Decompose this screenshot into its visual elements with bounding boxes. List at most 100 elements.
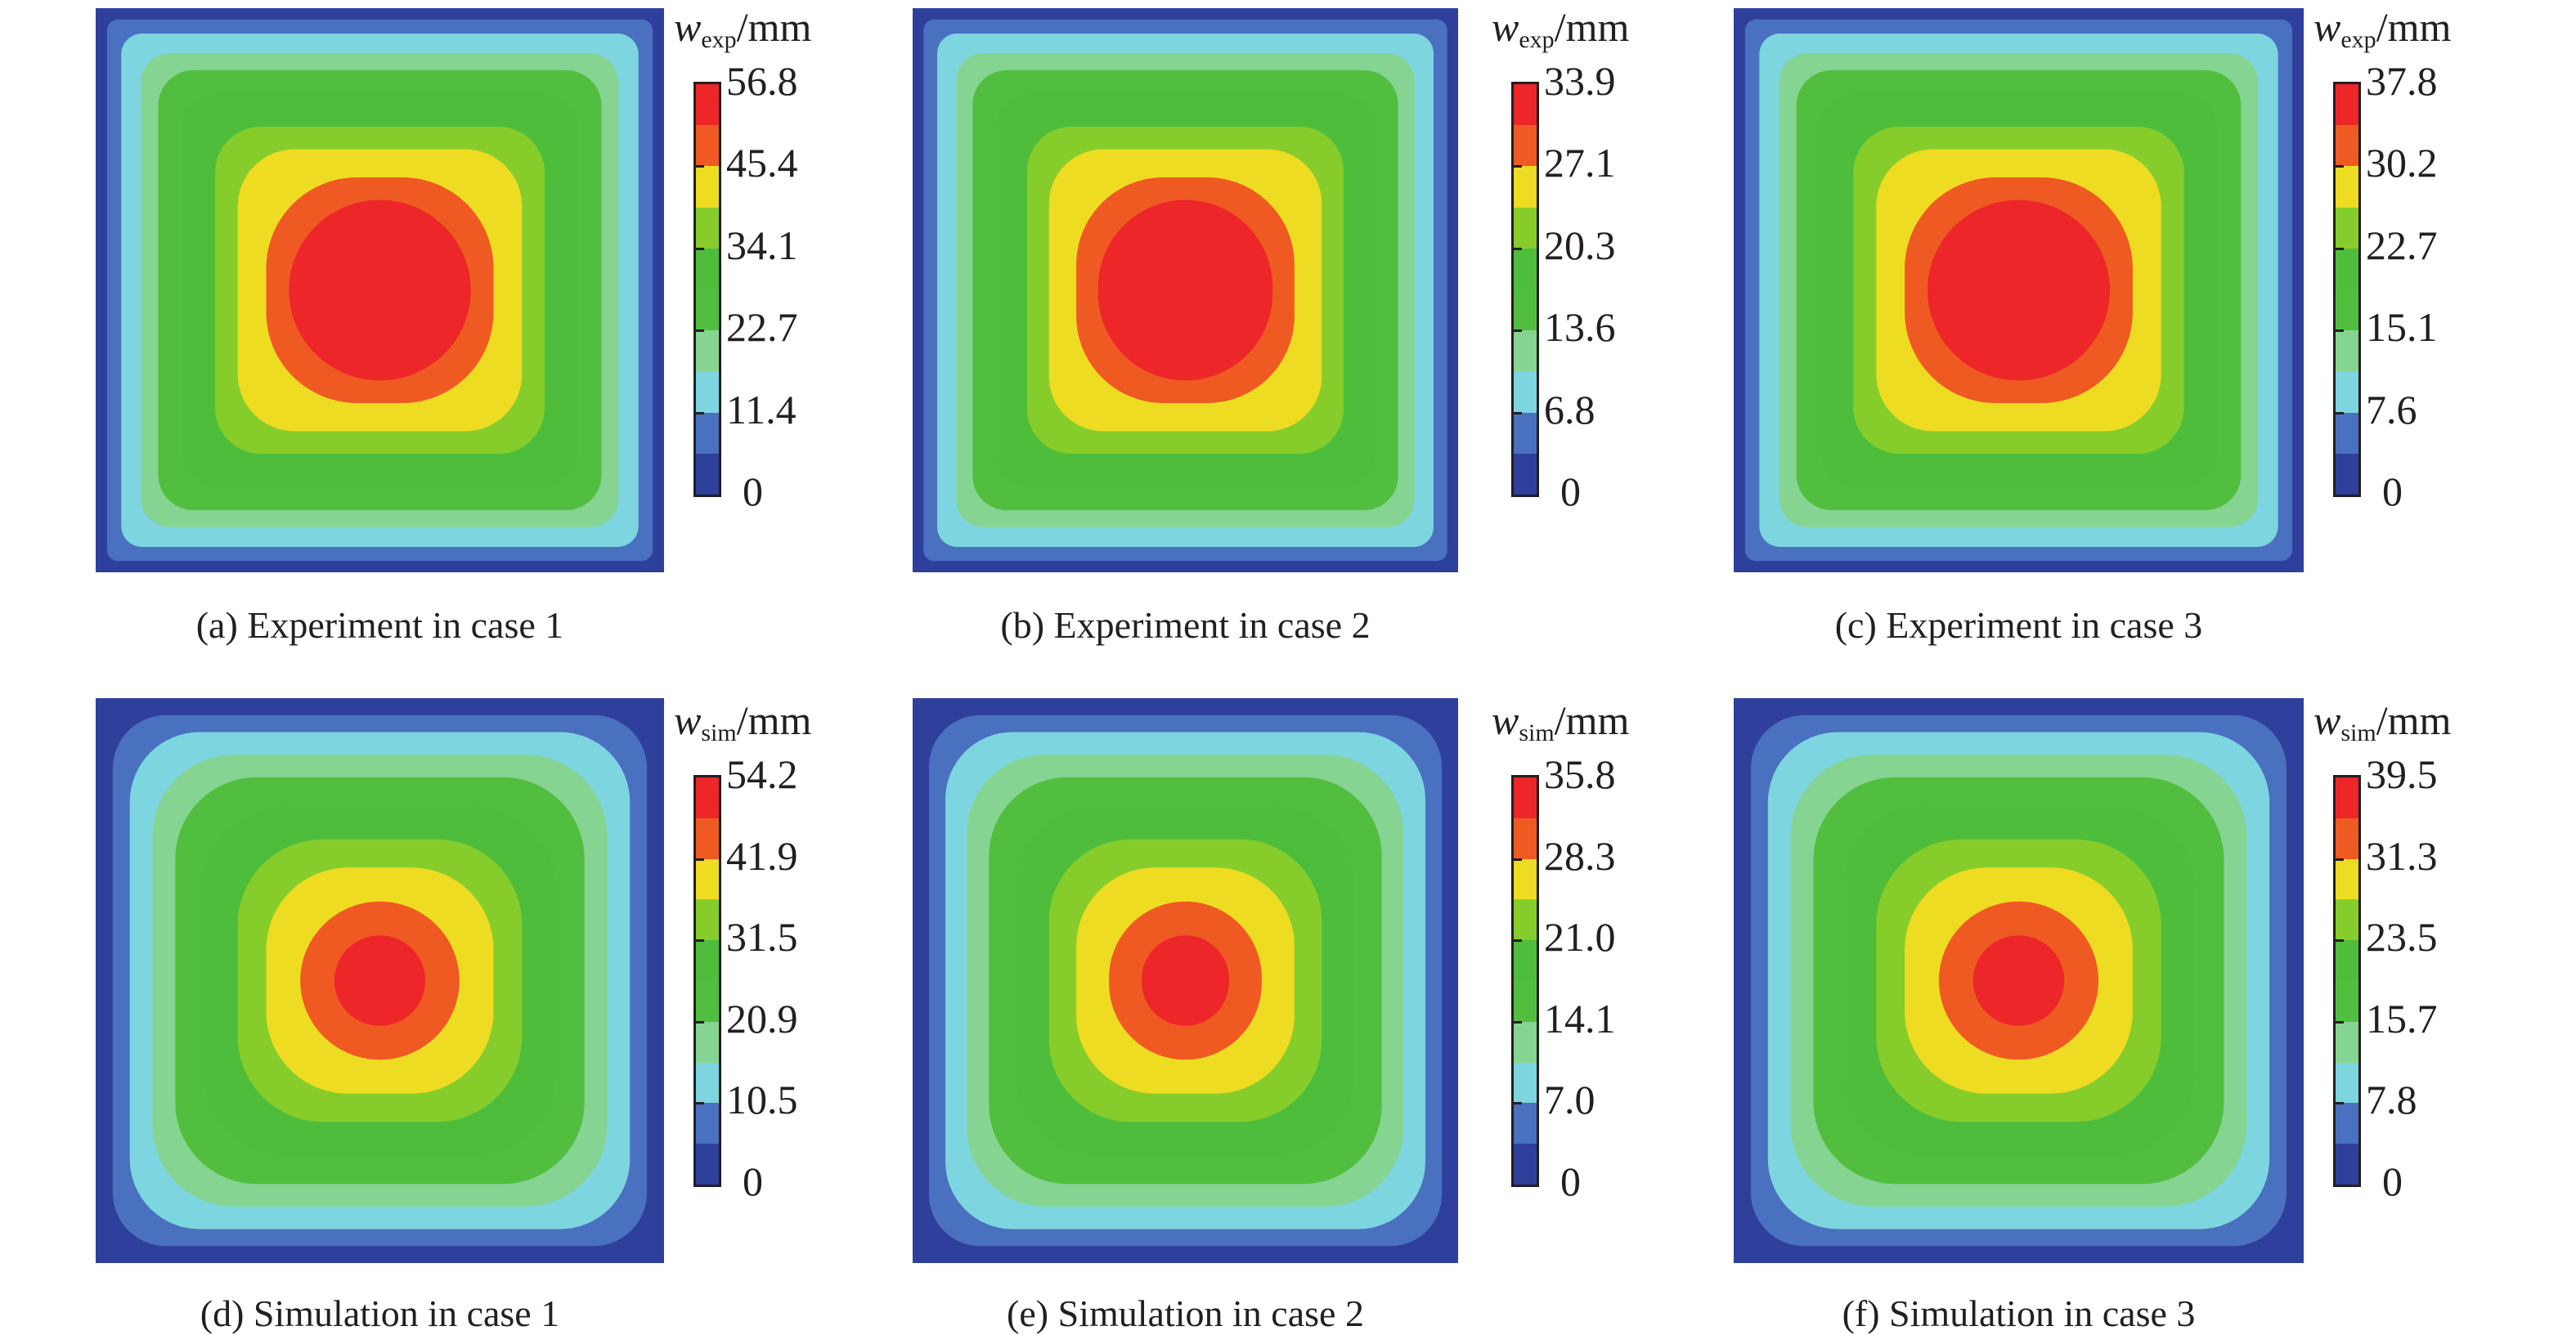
colorbar-tick bbox=[1514, 165, 1522, 168]
colorbar-tick-label: 11.4 bbox=[726, 386, 797, 432]
colorbar-band bbox=[1514, 412, 1537, 454]
colorbar-tick-label: 28.3 bbox=[1544, 832, 1616, 879]
colorbar-band bbox=[696, 980, 719, 1022]
colorbar-tick-label: 54.2 bbox=[726, 751, 798, 797]
colorbar-band bbox=[696, 858, 719, 900]
colorbar-band bbox=[696, 453, 719, 495]
colorbar-band bbox=[696, 207, 719, 249]
colorbar-band bbox=[1514, 777, 1537, 818]
colorbar-tick-label: 0 bbox=[2382, 468, 2403, 514]
colorbar-tick-label: 20.9 bbox=[726, 995, 798, 1042]
colorbar-band bbox=[1514, 289, 1537, 331]
colorbar-e bbox=[1511, 775, 1539, 1187]
colorbar-tick-label: 41.9 bbox=[726, 832, 798, 879]
colorbar-band bbox=[696, 248, 719, 289]
colorbar-band bbox=[2336, 371, 2358, 413]
colorbar-tick bbox=[696, 329, 704, 333]
colorbar-band bbox=[1514, 858, 1537, 900]
colorbar-tick bbox=[1514, 858, 1522, 861]
colorbar-band bbox=[696, 1021, 719, 1063]
colorbar-tick-label: 35.8 bbox=[1544, 751, 1616, 797]
colorbar-band bbox=[1514, 166, 1537, 208]
colorbar-b bbox=[1511, 82, 1539, 497]
colorbar-d bbox=[693, 775, 721, 1187]
colorbar-tick-label: 22.7 bbox=[2366, 222, 2438, 268]
colorbar-band bbox=[696, 84, 719, 126]
contour-band-9 bbox=[1142, 935, 1229, 1026]
colorbar-tick-label: 23.5 bbox=[2366, 914, 2438, 961]
colorbar-band bbox=[1514, 207, 1537, 249]
colorbar-band bbox=[696, 899, 719, 941]
colorbar-band bbox=[2336, 940, 2358, 981]
colorbar-tick-label: 0 bbox=[2382, 1158, 2403, 1204]
subscript: sim bbox=[1519, 719, 1555, 746]
colorbar-band bbox=[696, 371, 719, 413]
unit: /mm bbox=[736, 697, 812, 743]
colorbar-band bbox=[1514, 818, 1537, 859]
colorbar-tick-label: 0 bbox=[1560, 1158, 1581, 1204]
colorbar-band bbox=[1514, 371, 1537, 413]
colorbar-band bbox=[2336, 899, 2358, 941]
colorbar-band bbox=[696, 777, 719, 818]
colorbar-tick-label: 6.8 bbox=[1544, 386, 1595, 432]
colorbar-band bbox=[1514, 940, 1537, 981]
colorbar-tick bbox=[1514, 1102, 1522, 1105]
colorbar-band bbox=[2336, 777, 2358, 818]
colorbar-tick bbox=[1514, 247, 1522, 250]
colorbar-tick bbox=[2336, 939, 2344, 943]
colorbar-title: wexp/mm bbox=[674, 7, 811, 52]
colorbar-band bbox=[696, 940, 719, 981]
colorbar-band bbox=[2336, 248, 2358, 289]
colorbar-band bbox=[2336, 166, 2358, 208]
caption-e: (e) Simulation in case 2 bbox=[1007, 1292, 1364, 1334]
colorbar-band bbox=[2336, 207, 2358, 249]
colorbar-tick bbox=[2336, 1020, 2344, 1024]
colorbar-tick bbox=[696, 165, 704, 168]
colorbar-tick bbox=[1514, 411, 1522, 414]
colorbar-tick-label: 31.3 bbox=[2366, 832, 2438, 879]
colorbar-band bbox=[2336, 125, 2358, 167]
symbol: w bbox=[674, 697, 702, 743]
caption-c: (c) Experiment in case 3 bbox=[1834, 604, 2203, 646]
colorbar-band bbox=[696, 412, 719, 454]
unit: /mm bbox=[1554, 697, 1630, 743]
colorbar-tick-label: 7.8 bbox=[2366, 1077, 2417, 1123]
unit: /mm bbox=[2376, 4, 2452, 50]
unit: /mm bbox=[1554, 4, 1630, 50]
subscript: exp bbox=[2340, 26, 2376, 53]
colorbar-band bbox=[1514, 84, 1537, 126]
contour-band-9 bbox=[289, 199, 471, 381]
colorbar-tick-label: 7.0 bbox=[1544, 1077, 1595, 1123]
colorbar-tick bbox=[696, 247, 704, 250]
colorbar-tick-label: 21.0 bbox=[1544, 914, 1616, 961]
colorbar-title: wexp/mm bbox=[2313, 7, 2451, 52]
colorbar-band bbox=[2336, 1021, 2358, 1063]
contour-map-c bbox=[1734, 8, 2304, 572]
colorbar-band bbox=[2336, 980, 2358, 1022]
colorbar-band bbox=[1514, 1103, 1537, 1145]
colorbar-tick bbox=[1514, 329, 1522, 333]
colorbar-band bbox=[696, 125, 719, 167]
colorbar-band bbox=[696, 818, 719, 859]
colorbar-band bbox=[696, 1062, 719, 1104]
colorbar-tick-label: 14.1 bbox=[1544, 995, 1616, 1042]
colorbar-band bbox=[2336, 330, 2358, 372]
colorbar-tick-label: 15.7 bbox=[2366, 995, 2438, 1042]
colorbar-tick-label: 15.1 bbox=[2366, 304, 2438, 351]
colorbar-band bbox=[2336, 84, 2358, 126]
colorbar-band bbox=[696, 1144, 719, 1185]
colorbar-tick-label: 22.7 bbox=[726, 304, 798, 351]
contour-band-9 bbox=[334, 935, 426, 1026]
colorbar-band bbox=[2336, 1144, 2358, 1185]
colorbar-tick-label: 56.8 bbox=[726, 58, 798, 104]
caption-f: (f) Simulation in case 3 bbox=[1842, 1292, 2196, 1334]
colorbar-tick-label: 45.4 bbox=[726, 140, 798, 186]
colorbar-tick bbox=[696, 1102, 704, 1105]
colorbar-c bbox=[2333, 82, 2361, 497]
colorbar-band bbox=[2336, 289, 2358, 331]
colorbar-band bbox=[1514, 1144, 1537, 1185]
contour-map-b bbox=[913, 8, 1458, 572]
colorbar-tick-label: 13.6 bbox=[1544, 304, 1616, 351]
colorbar-title: wexp/mm bbox=[1492, 7, 1629, 52]
colorbar-tick-label: 7.6 bbox=[2366, 386, 2417, 432]
